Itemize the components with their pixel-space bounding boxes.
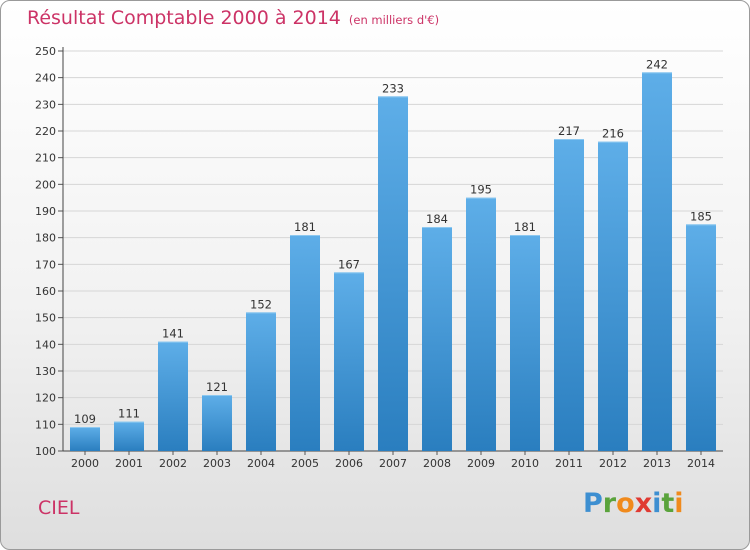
bar-value-label: 185	[690, 209, 712, 223]
y-tick-label: 180	[35, 232, 56, 245]
chart-title-text: Résultat Comptable 2000 à 2014	[27, 7, 341, 29]
bar	[510, 235, 540, 451]
y-tick-label: 110	[35, 418, 56, 431]
y-tick-label: 130	[35, 365, 56, 378]
bar-value-label: 111	[118, 407, 140, 421]
bar-value-label: 216	[602, 127, 624, 141]
bar	[334, 272, 364, 451]
bar-value-label: 181	[514, 220, 536, 234]
logo-letter: P	[583, 488, 603, 519]
y-tick-label: 190	[35, 205, 56, 218]
logo-letter: i	[674, 488, 684, 519]
logo-letter: t	[661, 488, 675, 519]
bar	[246, 312, 276, 451]
bar-value-label: 242	[646, 57, 668, 71]
bar	[114, 421, 144, 451]
chart-title: Résultat Comptable 2000 à 2014 (en millie…	[27, 7, 439, 29]
bar	[598, 141, 628, 451]
y-tick-label: 120	[35, 392, 56, 405]
x-tick-label: 2001	[115, 457, 143, 470]
commune-name: CIEL	[38, 497, 80, 519]
x-tick-label: 2010	[511, 457, 539, 470]
y-tick-label: 100	[35, 445, 56, 458]
bar	[378, 96, 408, 451]
y-tick-label: 150	[35, 312, 56, 325]
x-tick-label: 2013	[643, 457, 671, 470]
y-tick-label: 140	[35, 338, 56, 351]
y-tick-label: 170	[35, 258, 56, 271]
x-tick-label: 2012	[599, 457, 627, 470]
data-labels: 109 111 141 121 152 181 167 233 184 195 181 217 216 2…	[74, 57, 712, 426]
bar-value-label: 167	[338, 257, 360, 271]
logo-letter: o	[616, 488, 635, 519]
y-tick-label: 220	[35, 125, 56, 138]
y-tick-labels: 100 110 120 130 140 150 160 170 180 190 200 210 220 2…	[35, 45, 56, 458]
x-tick-label: 2008	[423, 457, 451, 470]
bar-value-label: 181	[294, 220, 316, 234]
x-tick-label: 2006	[335, 457, 363, 470]
y-tick-label: 210	[35, 152, 56, 165]
x-tick-label: 2014	[687, 457, 715, 470]
x-tick-label: 2007	[379, 457, 407, 470]
bar	[686, 224, 716, 451]
bar	[422, 227, 452, 451]
bar-value-label: 121	[206, 380, 228, 394]
bar	[202, 395, 232, 451]
y-tick-label: 240	[35, 72, 56, 85]
bar	[158, 341, 188, 451]
bar	[642, 72, 672, 451]
bar-value-label: 152	[250, 297, 272, 311]
bar	[290, 235, 320, 451]
x-tick-labels: 2000 2001 2002 2003 2004 2005 2006 2007 2008 2009…	[71, 451, 715, 470]
bar-value-label: 233	[382, 81, 404, 95]
x-tick-label: 2004	[247, 457, 275, 470]
logo-letter: x	[634, 488, 653, 519]
y-tick-label: 200	[35, 178, 56, 191]
y-tick-label: 160	[35, 285, 56, 298]
x-tick-label: 2009	[467, 457, 495, 470]
logo-letter: r	[602, 488, 617, 519]
logo-letter: i	[652, 488, 662, 519]
x-tick-label: 2000	[71, 457, 99, 470]
bar-value-label: 109	[74, 412, 96, 426]
bar-value-label: 195	[470, 183, 492, 197]
bar-value-label: 141	[162, 327, 184, 341]
x-tick-label: 2005	[291, 457, 319, 470]
y-tick-label: 250	[35, 45, 56, 58]
x-tick-label: 2011	[555, 457, 583, 470]
bar	[554, 139, 584, 451]
bar	[70, 427, 100, 451]
bars	[70, 72, 716, 451]
x-tick-label: 2002	[159, 457, 187, 470]
bar-value-label: 184	[426, 212, 448, 226]
proxiti-logo: Proxiti	[583, 488, 684, 519]
bar	[466, 197, 496, 451]
chart-subtitle: (en milliers d'€)	[348, 13, 440, 27]
y-tick-label: 230	[35, 98, 56, 111]
x-tick-label: 2003	[203, 457, 231, 470]
bar-value-label: 217	[558, 124, 580, 138]
